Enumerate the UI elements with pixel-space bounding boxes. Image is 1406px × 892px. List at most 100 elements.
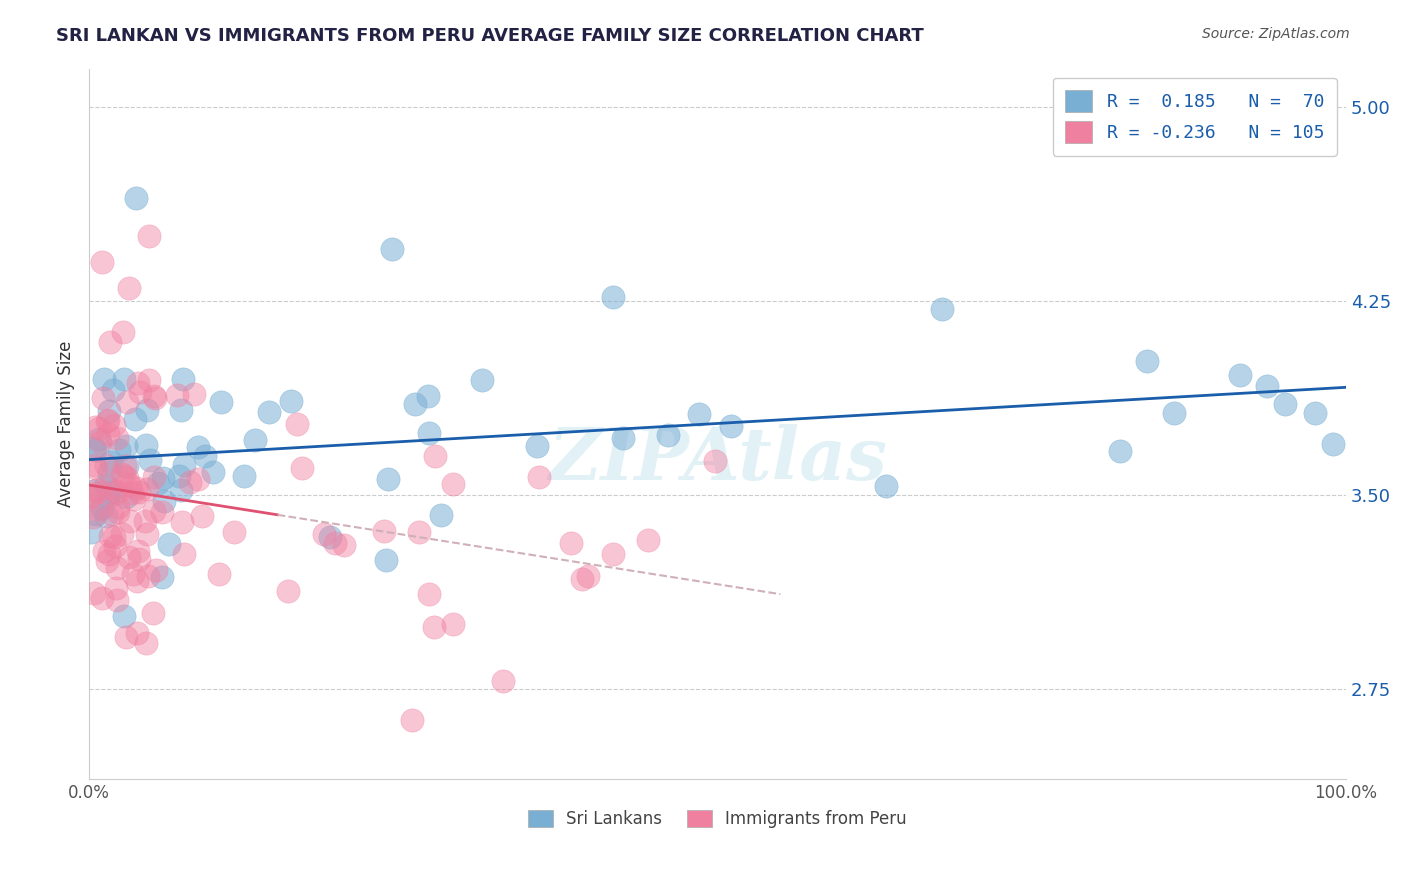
- Immigrants from Peru: [187, 472, 209, 486]
- Immigrants from Peru: [441, 617, 464, 632]
- Immigrants from Peru: [323, 536, 346, 550]
- Sri Lankans: [931, 302, 953, 317]
- Sri Lankans: [136, 403, 159, 417]
- Immigrants from Peru: [170, 515, 193, 529]
- Text: ZIPAtlas: ZIPAtlas: [548, 424, 887, 495]
- Sri Lankans: [80, 524, 103, 539]
- Sri Lankans: [157, 537, 180, 551]
- Immigrants from Peru: [122, 566, 145, 581]
- Sri Lankans: [1256, 379, 1278, 393]
- Immigrants from Peru: [224, 525, 246, 540]
- Immigrants from Peru: [173, 547, 195, 561]
- Sri Lankans: [377, 472, 399, 486]
- Immigrants from Peru: [134, 514, 156, 528]
- Immigrants from Peru: [571, 572, 593, 586]
- Immigrants from Peru: [118, 478, 141, 492]
- Immigrants from Peru: [179, 475, 201, 489]
- Immigrants from Peru: [441, 476, 464, 491]
- Immigrants from Peru: [105, 581, 128, 595]
- Sri Lankans: [84, 442, 107, 457]
- Immigrants from Peru: [93, 544, 115, 558]
- Immigrants from Peru: [79, 490, 101, 504]
- Sri Lankans: [430, 508, 453, 523]
- Immigrants from Peru: [91, 255, 114, 269]
- Immigrants from Peru: [142, 470, 165, 484]
- Immigrants from Peru: [492, 673, 515, 688]
- Immigrants from Peru: [135, 636, 157, 650]
- Immigrants from Peru: [142, 607, 165, 621]
- Sri Lankans: [418, 426, 440, 441]
- Sri Lankans: [1322, 437, 1344, 451]
- Immigrants from Peru: [107, 505, 129, 519]
- Sri Lankans: [1274, 397, 1296, 411]
- Sri Lankans: [91, 501, 114, 516]
- Sri Lankans: [170, 403, 193, 417]
- Immigrants from Peru: [138, 373, 160, 387]
- Sri Lankans: [93, 372, 115, 386]
- Sri Lankans: [135, 438, 157, 452]
- Immigrants from Peru: [124, 491, 146, 506]
- Sri Lankans: [94, 478, 117, 492]
- Sri Lankans: [1303, 406, 1326, 420]
- Immigrants from Peru: [105, 486, 128, 500]
- Sri Lankans: [98, 465, 121, 479]
- Sri Lankans: [194, 450, 217, 464]
- Sri Lankans: [84, 508, 107, 522]
- Immigrants from Peru: [105, 431, 128, 445]
- Immigrants from Peru: [314, 527, 336, 541]
- Immigrants from Peru: [94, 458, 117, 472]
- Immigrants from Peru: [118, 549, 141, 564]
- Immigrants from Peru: [103, 417, 125, 432]
- Immigrants from Peru: [637, 533, 659, 547]
- Immigrants from Peru: [98, 334, 121, 349]
- Immigrants from Peru: [142, 389, 165, 403]
- Immigrants from Peru: [96, 414, 118, 428]
- Immigrants from Peru: [401, 713, 423, 727]
- Immigrants from Peru: [112, 468, 135, 483]
- Immigrants from Peru: [423, 620, 446, 634]
- Immigrants from Peru: [82, 488, 104, 502]
- Immigrants from Peru: [145, 563, 167, 577]
- Sri Lankans: [232, 469, 254, 483]
- Immigrants from Peru: [105, 561, 128, 575]
- Sri Lankans: [374, 552, 396, 566]
- Immigrants from Peru: [103, 539, 125, 553]
- Immigrants from Peru: [128, 551, 150, 566]
- Immigrants from Peru: [112, 325, 135, 339]
- Sri Lankans: [657, 427, 679, 442]
- Immigrants from Peru: [118, 281, 141, 295]
- Immigrants from Peru: [208, 566, 231, 581]
- Immigrants from Peru: [125, 574, 148, 589]
- Immigrants from Peru: [84, 461, 107, 475]
- Immigrants from Peru: [527, 469, 550, 483]
- Sri Lankans: [381, 243, 404, 257]
- Immigrants from Peru: [87, 485, 110, 500]
- Immigrants from Peru: [124, 481, 146, 495]
- Immigrants from Peru: [576, 569, 599, 583]
- Immigrants from Peru: [704, 454, 727, 468]
- Immigrants from Peru: [183, 387, 205, 401]
- Immigrants from Peru: [96, 554, 118, 568]
- Sri Lankans: [173, 458, 195, 472]
- Immigrants from Peru: [97, 412, 120, 426]
- Immigrants from Peru: [105, 483, 128, 498]
- Immigrants from Peru: [285, 417, 308, 432]
- Immigrants from Peru: [602, 547, 624, 561]
- Sri Lankans: [98, 484, 121, 499]
- Sri Lankans: [94, 508, 117, 523]
- Immigrants from Peru: [100, 507, 122, 521]
- Sri Lankans: [124, 412, 146, 426]
- Sri Lankans: [112, 372, 135, 386]
- Immigrants from Peru: [125, 626, 148, 640]
- Sri Lankans: [688, 407, 710, 421]
- Sri Lankans: [319, 530, 342, 544]
- Sri Lankans: [416, 389, 439, 403]
- Immigrants from Peru: [82, 510, 104, 524]
- Immigrants from Peru: [97, 427, 120, 442]
- Sri Lankans: [720, 418, 742, 433]
- Text: Source: ZipAtlas.com: Source: ZipAtlas.com: [1202, 27, 1350, 41]
- Sri Lankans: [153, 494, 176, 508]
- Sri Lankans: [169, 468, 191, 483]
- Legend: Sri Lankans, Immigrants from Peru: Sri Lankans, Immigrants from Peru: [522, 803, 914, 835]
- Immigrants from Peru: [128, 485, 150, 500]
